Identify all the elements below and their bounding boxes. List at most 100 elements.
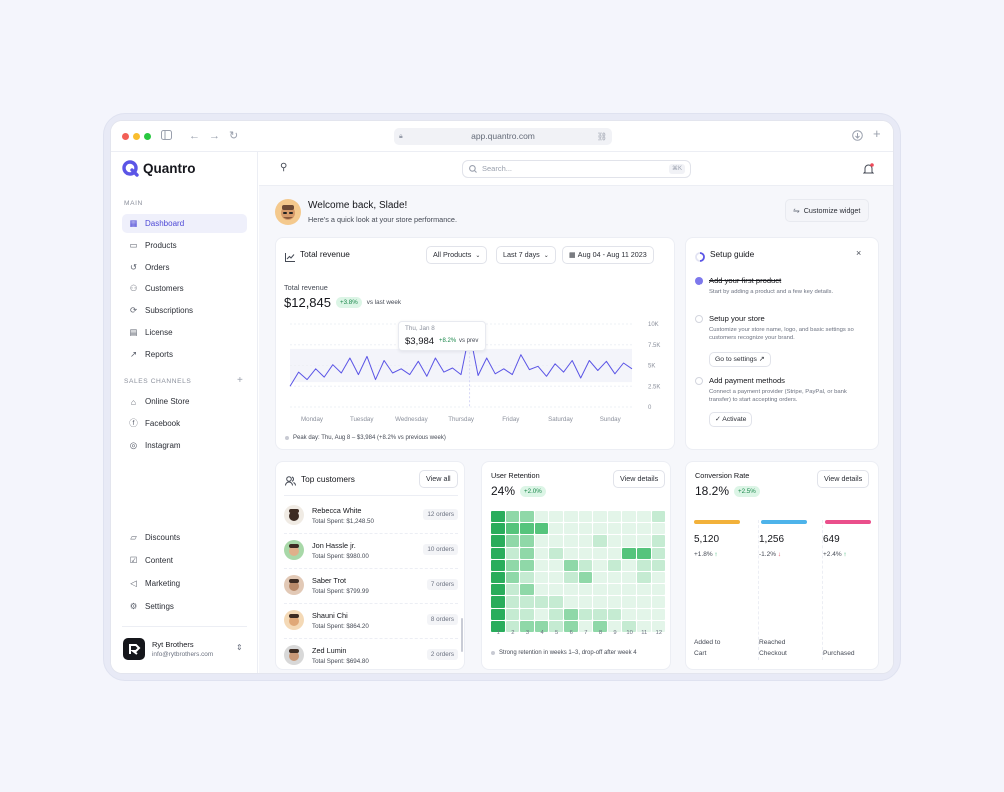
x-tick-label: Thursday	[448, 416, 475, 423]
funnel-value: 5,120	[694, 534, 720, 545]
check-icon: ✓	[715, 416, 723, 423]
heatmap-cell	[563, 547, 578, 559]
range-filter-dropdown[interactable]: Last 7 days ⌄	[496, 246, 556, 264]
sidebar-item-label: Dashboard	[145, 219, 185, 228]
new-tab-icon[interactable]: +	[873, 126, 881, 141]
heatmap-cell	[549, 608, 563, 620]
sidebar-item-settings[interactable]: ⚙ Settings	[122, 597, 247, 616]
sidebar-item-subscriptions[interactable]: ⟳ Subscriptions	[122, 301, 247, 320]
heatmap-cell	[622, 584, 636, 596]
sidebar-item-online-store[interactable]: ⌂ Online Store	[122, 392, 247, 411]
retention-value: 24%	[491, 484, 516, 498]
customer-row[interactable]: Rebecca White Total Spent: $1,248.50 12 or…	[284, 499, 458, 534]
lock-icon: 🔒︎	[399, 133, 403, 140]
forward-arrow-icon[interactable]: →	[209, 130, 220, 142]
heatmap-cell	[578, 571, 593, 584]
top-bar: ⚲ Search... ⌘K	[259, 152, 893, 186]
heatmap-cell	[607, 559, 622, 571]
activate-button[interactable]: ✓ Activate	[709, 412, 753, 427]
sidebar-item-license[interactable]: ▤ License	[122, 323, 247, 342]
conversion-view-details-button[interactable]: View details	[817, 470, 870, 488]
heatmap-cell	[549, 523, 563, 535]
sidebar-item-content[interactable]: ☑ Content	[122, 551, 247, 570]
funnel-bar	[761, 520, 807, 524]
customer-spent: Total Spent: $694.80	[312, 658, 369, 665]
heatmap-cell	[505, 584, 520, 596]
products-filter-dropdown[interactable]: All Products ⌄	[426, 246, 488, 264]
link-icon[interactable]: ⛓︎	[596, 132, 607, 141]
heatmap-cell	[491, 608, 505, 620]
heatmap-cell	[607, 571, 622, 584]
sparkle-wand-icon[interactable]: ⚲	[280, 162, 288, 173]
customer-row[interactable]: Saber Trot Total Spent: $799.99 7 orders	[284, 569, 458, 604]
step-checkbox[interactable]	[695, 315, 703, 323]
customize-widget-button[interactable]: ⇋ Customize widget	[785, 199, 870, 222]
customer-row[interactable]: Shauni Chi Total Spent: $864.20 8 orders	[284, 604, 458, 639]
close-window-button[interactable]	[122, 133, 129, 140]
step-checkbox[interactable]	[695, 377, 703, 385]
sidebar-item-instagram[interactable]: ◎ Instagram	[122, 436, 247, 455]
brand-logo[interactable]: Quantro	[122, 160, 196, 177]
sidebar-item-orders[interactable]: ↺ Orders	[122, 258, 247, 277]
customer-row[interactable]: Zed Lumin Total Spent: $694.80 2 orders	[284, 639, 458, 669]
back-arrow-icon[interactable]: ←	[189, 130, 200, 142]
user-avatar[interactable]	[275, 199, 301, 225]
view-all-customers-button[interactable]: View all	[419, 470, 458, 488]
address-bar[interactable]: 🔒︎ app.quantro.com ⛓︎	[394, 128, 612, 145]
sidebar-item-label: Reports	[145, 349, 174, 359]
sidebar-item-label: Marketing	[145, 579, 181, 588]
heatmap-cell	[520, 523, 534, 535]
heatmap-cell	[505, 596, 520, 608]
date-range-label: Aug 04 - Aug 11 2023	[577, 250, 647, 259]
download-icon[interactable]	[852, 130, 863, 144]
step-checked-icon[interactable]	[695, 277, 703, 289]
conversion-value: 18.2%	[695, 484, 730, 498]
sidebar-item-reports[interactable]: ↗ Reports	[122, 345, 247, 364]
heatmap-cell	[636, 620, 651, 632]
week-label: 5	[555, 630, 559, 636]
x-tick-label: Tuesday	[350, 416, 374, 423]
sidebar-item-discounts[interactable]: ▱ Discounts	[122, 528, 247, 547]
funnel-label-line2: Cart	[694, 650, 707, 657]
sidebar-item-label: Settings	[145, 602, 174, 611]
heatmap-cell	[651, 571, 666, 584]
sidebar-item-products[interactable]: ▭ Products	[122, 236, 247, 255]
tooltip-change: +8.2%	[439, 338, 457, 344]
heatmap-cell	[593, 571, 607, 584]
sales-channels-label: SALES CHANNELS	[124, 378, 192, 385]
reload-icon[interactable]: ↻	[229, 130, 239, 142]
notification-bell-icon[interactable]	[862, 162, 875, 180]
heatmap-cell	[593, 584, 607, 596]
customer-row[interactable]: Jon Hassle jr. Total Spent: $980.00 10 ord…	[284, 534, 458, 569]
sidebar-toggle-icon[interactable]	[161, 130, 172, 143]
sidebar-item-marketing[interactable]: ◁ Marketing	[122, 574, 247, 593]
heatmap-cell	[563, 559, 578, 571]
arrow-up-icon: ↑	[841, 551, 847, 558]
maximize-window-button[interactable]	[144, 133, 151, 140]
scrollbar-thumb[interactable]	[461, 618, 463, 652]
go-to-settings-button[interactable]: Go to settings ↗	[709, 352, 771, 367]
sidebar-item-customers[interactable]: ⚇ Customers	[122, 279, 247, 298]
sidebar-item-facebook[interactable]: ⓕ Facebook	[122, 414, 247, 433]
sidebar-item-dashboard[interactable]: ▦ Dashboard	[122, 214, 247, 233]
customer-orders-badge: 2 orders	[426, 649, 458, 660]
account-switcher[interactable]: Ryt Brothers info@rytbrothers.com ⇕	[122, 626, 247, 672]
funnel-label-line1: Added to	[694, 639, 721, 646]
search-input[interactable]: Search... ⌘K	[462, 160, 691, 178]
minimize-window-button[interactable]	[133, 133, 140, 140]
retention-title: User Retention	[491, 471, 540, 480]
heatmap-cell	[593, 535, 607, 547]
date-range-picker[interactable]: ▦ Aug 04 - Aug 11 2023	[562, 246, 654, 264]
close-icon[interactable]: ×	[856, 248, 862, 258]
heatmap-cell	[651, 535, 666, 547]
heatmap-cell	[534, 571, 549, 584]
retention-view-details-button[interactable]: View details	[613, 470, 666, 488]
heatmap-cell	[651, 511, 666, 523]
week-label: 11	[641, 630, 648, 636]
account-name: Ryt Brothers	[152, 640, 194, 649]
add-channel-icon[interactable]: +	[237, 375, 243, 386]
bullet-icon	[491, 651, 495, 655]
tooltip-date: Thu, Jan 8	[405, 325, 435, 332]
funnel-stage: 1,256 -1.2% ↓ Reached Checkout	[758, 520, 807, 660]
heatmap-cell	[593, 596, 607, 608]
